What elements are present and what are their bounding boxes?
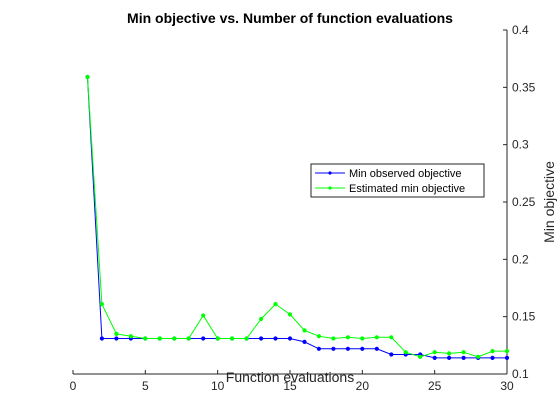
data-point <box>143 336 148 341</box>
data-point <box>157 336 162 341</box>
data-point <box>287 336 293 341</box>
chart-title: Min objective vs. Number of function eva… <box>127 10 453 26</box>
data-point <box>374 335 379 340</box>
x-tick-label: 20 <box>356 379 370 393</box>
data-point <box>476 354 481 359</box>
data-point <box>374 346 379 351</box>
data-point <box>172 336 177 341</box>
data-point <box>244 336 249 341</box>
data-point <box>504 355 510 360</box>
series-layer <box>85 74 510 360</box>
series-estimated-min <box>85 74 510 359</box>
y-tick-label: 0.15 <box>512 310 536 324</box>
x-tick-label: 10 <box>211 379 225 393</box>
data-point <box>114 336 119 341</box>
legend-box <box>310 163 485 198</box>
data-point <box>259 336 264 341</box>
y-tick-label: 0.35 <box>512 80 536 94</box>
data-point <box>432 355 437 360</box>
x-tick-label: 15 <box>283 379 297 393</box>
data-point <box>273 336 278 341</box>
x-tick-label: 5 <box>142 379 149 393</box>
data-point <box>490 355 495 360</box>
data-point <box>186 336 191 341</box>
y-tick-label: 0.3 <box>512 138 529 152</box>
data-point <box>345 335 350 340</box>
data-point <box>128 334 133 339</box>
y-tick-label: 0.1 <box>512 367 529 381</box>
data-point <box>215 336 220 341</box>
data-point <box>230 336 235 341</box>
data-point <box>302 339 307 344</box>
data-point <box>302 328 307 333</box>
data-point <box>447 351 452 356</box>
legend-label: Estimated min objective <box>349 183 465 195</box>
data-point <box>287 312 293 317</box>
legend: Min observed objective Estimated min obje… <box>310 163 485 198</box>
data-point <box>418 354 423 359</box>
data-point <box>259 316 264 322</box>
data-point <box>403 350 408 355</box>
y-axis-label: Min objective <box>541 161 557 243</box>
data-point <box>447 355 452 360</box>
x-tick-label: 25 <box>428 379 442 393</box>
data-point <box>201 313 206 318</box>
data-point <box>85 74 90 80</box>
data-point <box>99 302 105 307</box>
series-line <box>87 76 507 358</box>
data-point <box>360 336 365 341</box>
data-point <box>331 346 336 351</box>
data-point <box>360 346 365 351</box>
data-point <box>432 350 437 355</box>
y-tick-label: 0.25 <box>512 195 536 209</box>
x-tick-label: 0 <box>70 379 77 393</box>
legend-marker <box>328 171 332 175</box>
data-point <box>389 352 394 357</box>
data-point <box>316 346 321 351</box>
data-point <box>273 302 278 307</box>
legend-marker <box>328 186 332 190</box>
data-point <box>316 334 321 339</box>
data-point <box>201 336 206 341</box>
data-point <box>389 335 394 340</box>
y-tick-label: 0.4 <box>512 23 529 37</box>
data-point <box>490 349 495 354</box>
data-point <box>504 349 510 354</box>
data-point <box>461 355 466 360</box>
y-tick-label: 0.2 <box>512 252 529 266</box>
data-point <box>114 331 119 336</box>
data-point <box>345 346 350 351</box>
x-axis-label: Function evaluations <box>226 369 354 385</box>
data-point <box>461 350 466 355</box>
data-point <box>331 336 336 341</box>
legend-label: Min observed objective <box>349 168 462 180</box>
plot-axes: 0 5 10 15 20 25 300.1 0.15 0.2 0.25 0.3 0.35 0.4 <box>70 23 536 393</box>
x-tick-label: 30 <box>500 379 514 393</box>
data-point <box>99 336 105 341</box>
